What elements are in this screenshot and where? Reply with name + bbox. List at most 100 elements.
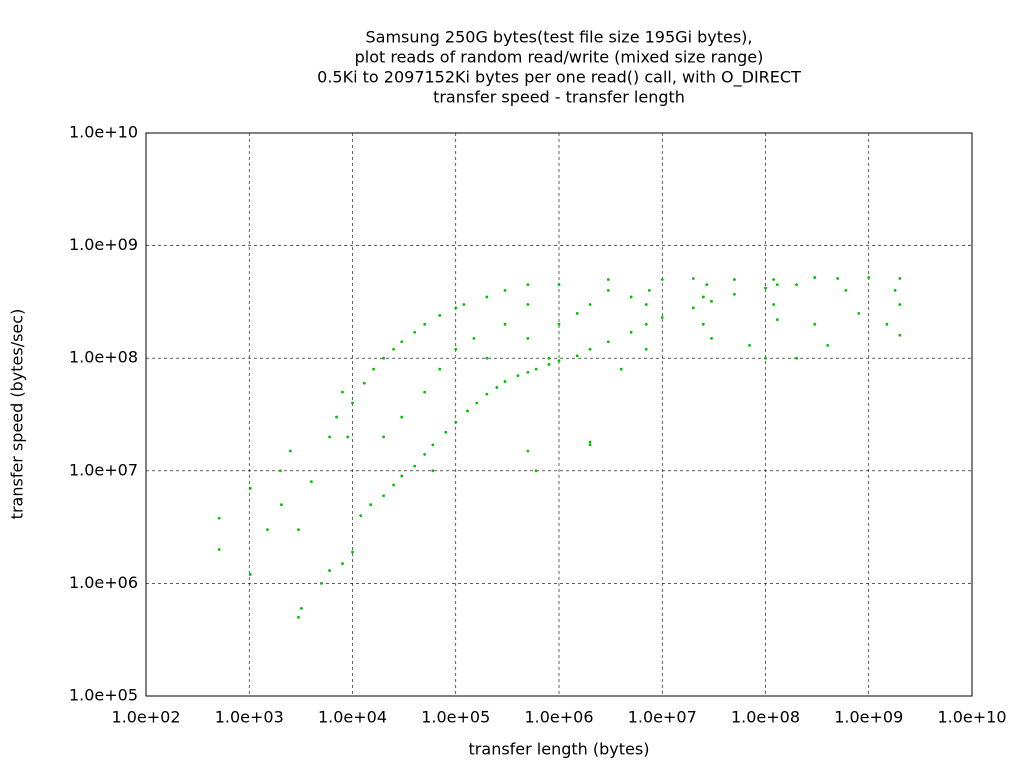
x-tick-label: 1.0e+05	[421, 708, 490, 727]
point	[351, 401, 354, 405]
point	[278, 469, 282, 473]
point	[472, 336, 476, 340]
point	[217, 516, 221, 520]
point	[526, 449, 530, 453]
point	[629, 330, 633, 334]
chart-title: 0.5Ki to 2097152Ki bytes per one read() …	[317, 68, 801, 88]
chart-title: Samsung 250G bytes(test file size 195Gi …	[366, 28, 753, 47]
point	[485, 295, 489, 299]
point	[644, 322, 648, 326]
point	[400, 474, 404, 478]
point	[795, 356, 798, 360]
point	[619, 367, 623, 371]
point	[772, 303, 776, 306]
point	[775, 318, 779, 322]
point	[382, 494, 385, 498]
point	[413, 464, 417, 468]
point	[423, 452, 427, 456]
point	[297, 615, 300, 619]
point	[423, 322, 427, 326]
point	[341, 562, 344, 565]
point	[813, 276, 817, 279]
point	[547, 363, 551, 366]
point	[844, 289, 848, 292]
x-tick-label: 1.0e+02	[111, 708, 180, 727]
point	[575, 354, 579, 358]
point	[400, 340, 404, 344]
point	[341, 390, 344, 394]
point	[660, 278, 664, 281]
point	[503, 289, 507, 292]
point	[534, 367, 538, 371]
x-tick-label: 1.0e+10	[937, 708, 1006, 727]
point	[701, 295, 705, 299]
point	[431, 443, 435, 447]
point	[369, 503, 373, 507]
y-tick-label: 1.0e+09	[69, 235, 138, 254]
point	[534, 469, 538, 473]
point	[516, 374, 520, 378]
point	[503, 322, 507, 326]
point	[372, 367, 375, 371]
point	[346, 435, 350, 439]
x-tick-label: 1.0e+07	[628, 708, 697, 727]
point	[475, 401, 479, 405]
point	[335, 415, 338, 419]
point	[400, 415, 404, 419]
point	[629, 295, 633, 299]
point	[588, 440, 592, 444]
point	[691, 306, 695, 310]
point	[557, 359, 561, 363]
point	[351, 550, 354, 554]
point	[328, 435, 331, 439]
point	[454, 420, 458, 424]
point	[691, 277, 695, 280]
point	[733, 278, 736, 281]
point	[867, 276, 871, 279]
point	[898, 277, 902, 280]
point	[438, 367, 442, 371]
point	[382, 356, 385, 360]
point	[795, 283, 798, 287]
point	[857, 311, 861, 315]
point	[644, 303, 648, 306]
point	[836, 277, 840, 280]
point	[813, 322, 817, 326]
x-tick-label: 1.0e+08	[731, 708, 800, 727]
point	[310, 480, 313, 484]
point	[898, 333, 902, 337]
point	[710, 336, 713, 340]
point	[606, 278, 610, 281]
point	[526, 303, 530, 306]
point	[392, 483, 395, 487]
point	[898, 303, 902, 306]
point	[382, 435, 385, 439]
point	[547, 356, 551, 360]
point	[248, 486, 252, 490]
point	[485, 392, 489, 396]
point	[772, 278, 776, 281]
point	[775, 283, 779, 287]
point	[701, 322, 705, 326]
point	[647, 289, 651, 292]
point	[217, 548, 221, 551]
point	[588, 443, 592, 447]
y-axis-label: transfer speed (bytes/sec)	[8, 309, 27, 520]
point	[705, 283, 709, 287]
y-tick-label: 1.0e+07	[69, 460, 138, 479]
point	[438, 313, 442, 317]
point	[485, 356, 489, 360]
chart-title: plot reads of random read/write (mixed s…	[355, 48, 764, 67]
point	[557, 283, 561, 287]
point	[575, 311, 579, 315]
point	[503, 380, 507, 383]
point	[764, 356, 767, 360]
point	[362, 381, 366, 385]
point	[423, 390, 427, 394]
chart-title: transfer speed - transfer length	[433, 88, 685, 107]
y-tick-label: 1.0e+10	[69, 123, 138, 142]
point	[266, 528, 269, 532]
point	[606, 340, 610, 344]
